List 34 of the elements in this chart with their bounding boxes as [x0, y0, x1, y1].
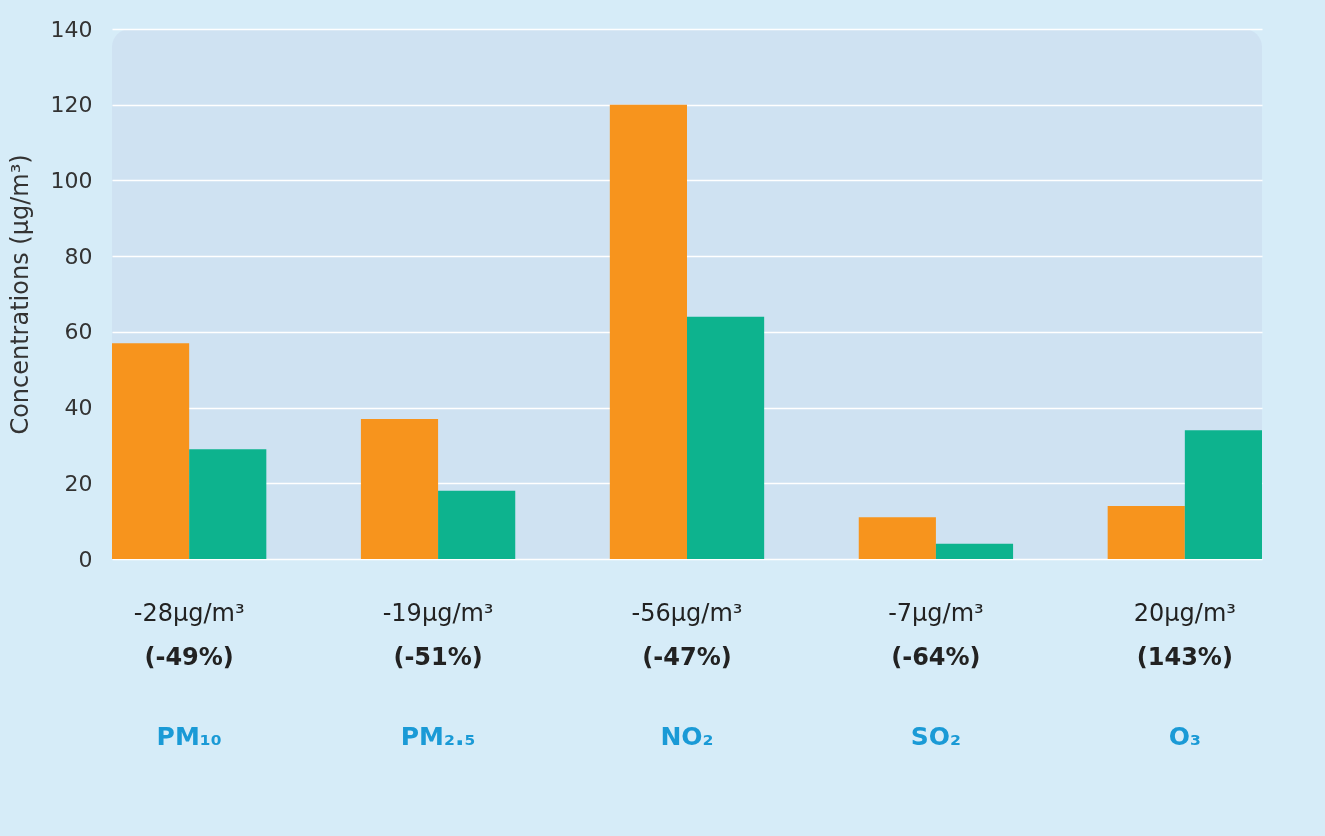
text: -7µg/m³: [888, 599, 984, 627]
bar: [189, 449, 267, 559]
bar: [360, 418, 439, 559]
y-tick-label: 40: [64, 395, 93, 421]
x-tick-label: PM₁₀: [156, 721, 222, 751]
bar: [1107, 506, 1185, 559]
bar: [687, 316, 765, 559]
text: -28µg/m³: [133, 599, 245, 627]
text: -19µg/m³: [382, 599, 494, 627]
y-tick-label: 120: [50, 92, 93, 118]
y-tick-label: 100: [50, 167, 93, 193]
y-tick-label: 60: [64, 319, 93, 345]
text: (-64%): [891, 643, 981, 671]
x-tick-label: PM₂.₅: [400, 721, 476, 751]
y-tick-label: 0: [78, 546, 93, 572]
bar: [609, 104, 687, 559]
y-tick-label: 80: [64, 243, 93, 269]
y-axis-title: Concentrations (µg/m³): [5, 154, 34, 435]
y-tick-label: 140: [50, 16, 93, 42]
x-tick-label: NO₂: [660, 721, 714, 751]
text: (-47%): [642, 643, 732, 671]
x-tick-label: O₃: [1168, 721, 1201, 751]
bar: [858, 517, 936, 559]
text: 20µg/m³: [1133, 599, 1236, 627]
text: (-49%): [144, 643, 234, 671]
bar: [1184, 430, 1262, 559]
bar: [935, 543, 1014, 559]
y-tick-label: 20: [64, 470, 93, 496]
text: (143%): [1136, 643, 1233, 671]
text: -56µg/m³: [631, 599, 743, 627]
bar: [112, 343, 190, 559]
bar: [438, 490, 516, 559]
text: (-51%): [393, 643, 483, 671]
x-tick-label: SO₂: [910, 721, 962, 751]
